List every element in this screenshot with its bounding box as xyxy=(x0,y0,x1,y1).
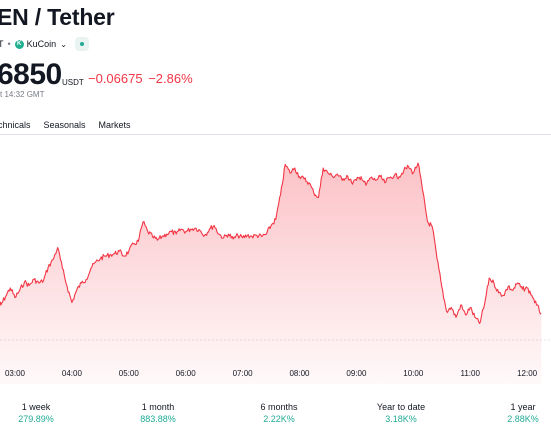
perf-1-week[interactable]: 1 week 279.89% xyxy=(0,402,76,424)
exchange-selector[interactable]: K KuCoin ⌄ xyxy=(14,39,67,49)
perf-1-month[interactable]: 1 month 883.88% xyxy=(118,402,198,424)
perf-1-year[interactable]: 1 year 2.88K% xyxy=(483,402,551,424)
price-area-fill xyxy=(0,163,542,384)
tabs-divider xyxy=(0,134,551,135)
price-currency: USDT xyxy=(62,78,84,87)
perf-label: 6 months xyxy=(260,402,298,412)
last-price: 6850 xyxy=(0,58,62,91)
symbol-title: EN / Tether xyxy=(0,4,115,30)
x-tick-label: 12:00 xyxy=(517,369,538,378)
tab-seasonals[interactable]: Seasonals xyxy=(43,120,86,130)
price-line xyxy=(0,162,542,324)
separator-dot: • xyxy=(7,39,11,49)
x-tick-label: 11:00 xyxy=(460,369,480,378)
quote-timestamp: t 14:32 GMT xyxy=(0,90,45,99)
chevron-down-icon: ⌄ xyxy=(60,39,67,49)
symbol-fragment: T xyxy=(0,39,4,49)
x-axis-ticks: 03:00 04:00 05:00 06:00 07:00 08:00 09:00 10:00… xyxy=(5,369,538,378)
perf-label: 1 month xyxy=(141,402,175,412)
price-chart-svg[interactable]: 03:00 04:00 05:00 06:00 07:00 08:00 09:00 10:00… xyxy=(0,136,551,384)
tab-markets[interactable]: Markets xyxy=(98,120,131,130)
x-tick-label: 06:00 xyxy=(176,369,197,378)
x-tick-label: 09:00 xyxy=(346,369,367,378)
tab-technicals[interactable]: chnicals xyxy=(0,120,31,130)
kucoin-logo-icon: K xyxy=(14,39,24,49)
x-tick-label: 05:00 xyxy=(119,369,140,378)
market-status-button[interactable] xyxy=(74,37,89,51)
perf-value: 3.18K% xyxy=(385,414,417,424)
symbol-meta-row: T • K KuCoin ⌄ xyxy=(0,36,89,52)
exchange-name: KuCoin xyxy=(26,39,57,49)
x-tick-label: 04:00 xyxy=(62,369,83,378)
x-tick-label: 10:00 xyxy=(403,369,424,378)
x-tick-label: 08:00 xyxy=(289,369,310,378)
change-percent: −2.86% xyxy=(148,71,193,86)
x-tick-label: 03:00 xyxy=(5,369,26,378)
price-change: −0.06675 −2.86% xyxy=(88,71,193,86)
perf-label: 1 week xyxy=(21,402,51,412)
perf-6-months[interactable]: 6 months 2.22K% xyxy=(239,402,319,424)
perf-year-to-date[interactable]: Year to date 3.18K% xyxy=(361,402,441,424)
perf-value: 279.89% xyxy=(18,414,54,424)
perf-value: 2.88K% xyxy=(507,414,539,424)
perf-label: Year to date xyxy=(376,402,426,412)
market-status-icon xyxy=(79,42,84,46)
price-chart[interactable]: 03:00 04:00 05:00 06:00 07:00 08:00 09:00 10:00… xyxy=(0,136,551,384)
perf-label: 1 year xyxy=(510,402,536,412)
perf-value: 883.88% xyxy=(140,414,176,424)
perf-value: 2.22K% xyxy=(263,414,295,424)
symbol-tabs: chnicals Seasonals Markets xyxy=(0,120,144,134)
change-absolute: −0.06675 xyxy=(88,71,143,86)
x-tick-label: 07:00 xyxy=(233,369,254,378)
